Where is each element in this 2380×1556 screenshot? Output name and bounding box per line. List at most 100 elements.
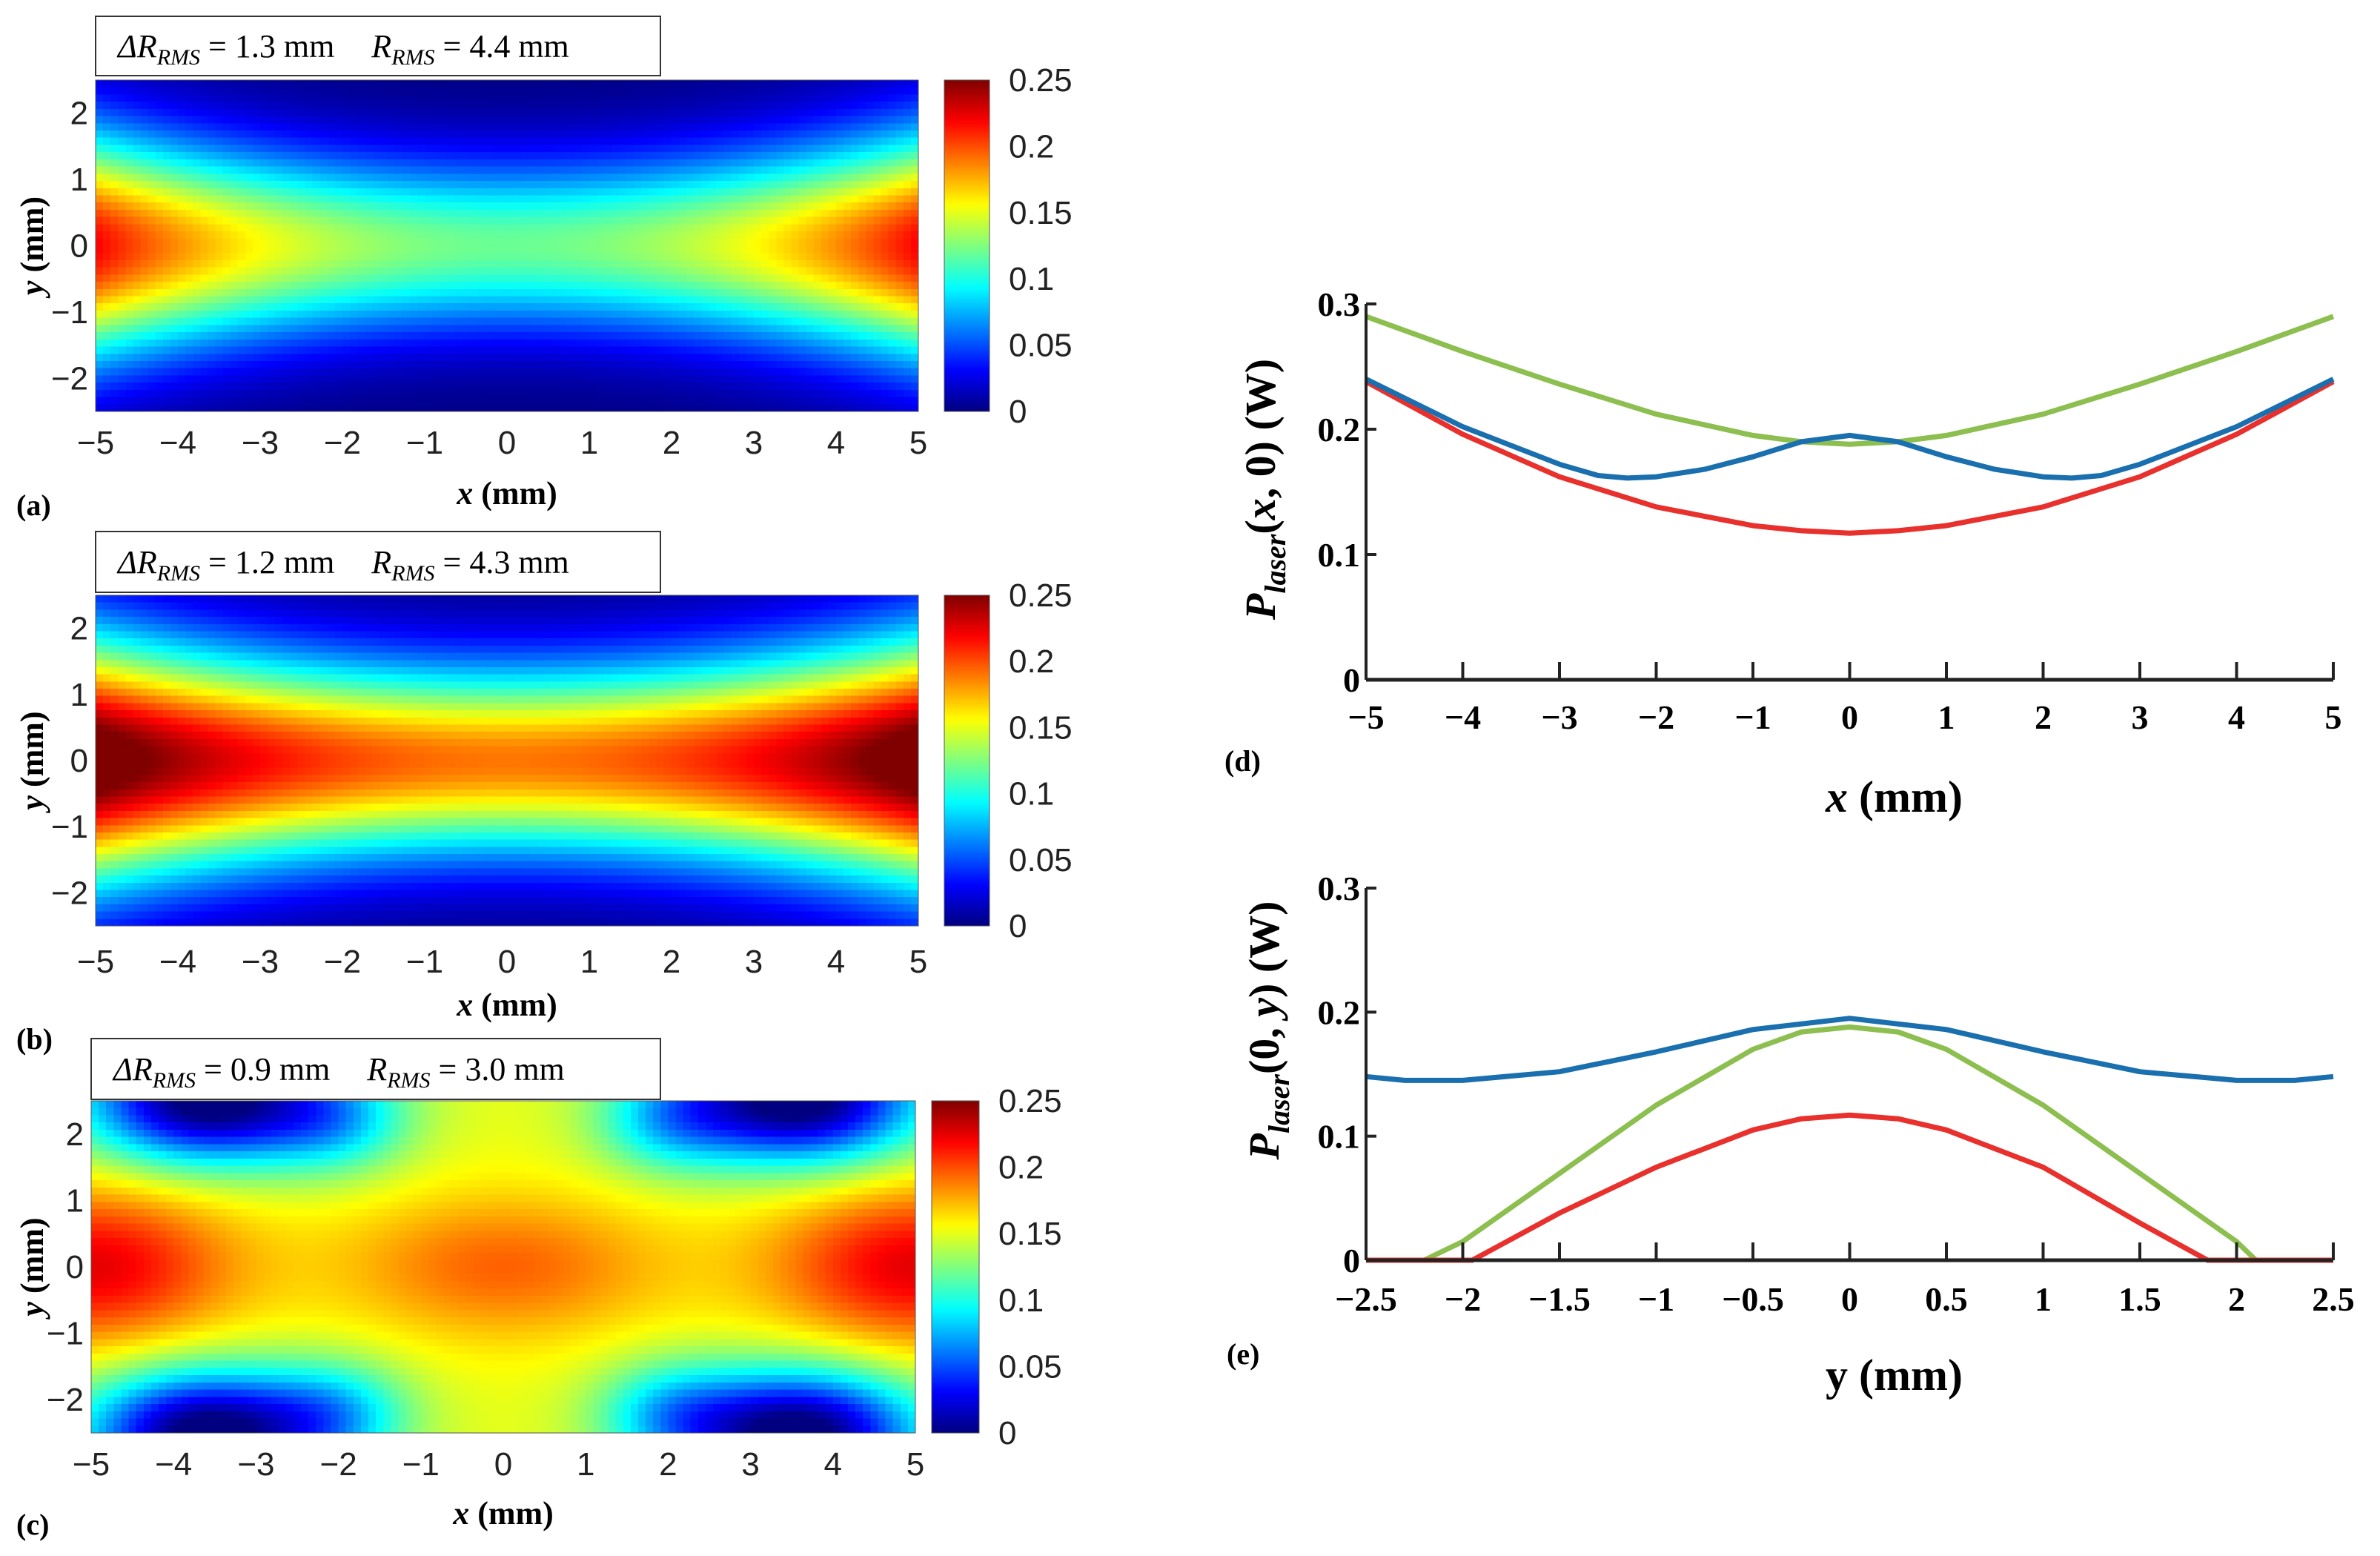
y-axis-rest: , 0) (W) [1236,359,1285,498]
x-tick-label: 2 [2035,698,2052,736]
x-tick-label: 0 [1841,1280,1858,1318]
y-axis-label: Plaser(x, 0) (W) [1236,359,1292,620]
y-tick-label: −1 [51,294,88,331]
x-tick-label: −3 [242,944,279,980]
delta-r-value: = 1.3 mm [200,28,334,64]
colorbar-frame [944,595,990,927]
y-axis-label: Plaser(0, y) (W) [1240,901,1296,1161]
x-tick-label: 0 [1841,698,1858,736]
x-tick-label: −2.5 [1335,1280,1397,1318]
x-tick-label: −4 [159,425,196,461]
x-tick-label: −1 [1734,698,1771,736]
x-tick-label: 0.5 [1925,1280,1968,1318]
x-tick-label: 2 [659,1446,677,1483]
r-value: = 3.0 mm [431,1051,565,1087]
x-tick-label: 2 [2228,1280,2245,1318]
series-line-2 [1366,1112,2333,1263]
y-axis-label: y (mm) [14,1217,50,1320]
y-axis-var: y [14,795,50,814]
x-axis-unit: (mm) [473,987,557,1023]
x-axis-unit: (mm) [1848,1351,1963,1400]
x-tick-label: −2 [1638,698,1674,736]
x-axis-var: x [1825,772,1848,821]
delta-r-subscript: RMS [152,1068,196,1093]
series-line-1 [1366,1024,2333,1263]
x-tick-label: 1 [580,425,598,461]
y-axis-var: y [14,280,50,299]
x-tick-label: 0 [498,425,516,461]
x-axis-var: x [456,475,473,512]
y-tick-label: 1 [66,1182,84,1219]
colorbar [944,80,990,411]
colorbar-tick-label: 0.15 [1009,195,1073,231]
r-subscript: RMS [391,561,434,586]
y-tick-label: 0.2 [1318,993,1361,1031]
panel-tag: (a) [16,489,51,522]
y-tick-label: 0.2 [1318,411,1361,448]
colorbar-tick-label: 0 [998,1415,1016,1451]
annotation-box [95,531,661,593]
x-tick-label: 1 [2035,1280,2052,1318]
line-plot-e: −2.5 −2 −1.5 −1 −0.5 0 0.5 1 1.5 2 2.5 0 0.1 0.2 0.3 y … [1227,870,2355,1400]
x-tick-label: 2.5 [2312,1280,2355,1318]
y-tick-label: 0 [70,743,88,779]
y-axis-unit: (mm) [14,196,50,281]
y-axis-unit: (mm) [14,711,50,795]
series-line-1 [1365,379,2335,536]
y-tick-label: −2 [47,1382,84,1418]
x-tick-label: −3 [242,425,279,461]
colorbar-tick-label: 0.25 [1009,577,1073,614]
colorbar-frame [931,1100,980,1434]
y-tick-label: 0 [1343,1242,1360,1279]
delta-r-value: = 1.2 mm [200,544,334,580]
colorbar-tick-label: 0.05 [1009,328,1073,364]
y-tick-label: 2 [70,611,88,647]
heatmap-image [96,80,918,411]
x-tick-label: 5 [909,425,927,461]
colorbar-tick-label: 0.05 [998,1348,1062,1385]
delta-r-subscript: RMS [156,45,200,70]
r-symbol: R [366,1051,387,1087]
x-axis-unit: (mm) [469,1495,554,1532]
heatmap-frame [95,79,919,412]
y-tick-label: 0.3 [1318,870,1361,907]
colorbar-tick-label: 0.1 [1009,776,1054,812]
panel-tag: (d) [1224,744,1261,778]
x-tick-label: 4 [827,944,845,980]
colorbar-tick-label: 0.2 [1009,643,1054,680]
x-tick-label: 3 [2132,698,2149,736]
y-tick-label: 0.1 [1318,536,1361,574]
heatmap-image [96,595,918,926]
delta-r-subscript: RMS [156,561,200,586]
x-tick-label: −2 [1445,1280,1481,1318]
x-axis-label: x (mm) [456,987,557,1023]
x-axis-var: y [1826,1351,1848,1400]
delta-r-symbol: ΔR [116,28,157,64]
annotation-box [90,1038,661,1100]
x-tick-label: −1 [406,425,443,461]
x-tick-label: −2 [324,425,361,461]
x-tick-label: −4 [1445,698,1481,736]
colorbar-tick-label: 0.05 [1009,842,1073,878]
r-symbol: R [371,28,391,64]
x-tick-label: 2 [663,425,680,461]
y-axis-unit: (mm) [14,1217,50,1302]
y-tick-label: 0.3 [1318,285,1361,323]
line-plot-d: −5 −4 −3 −2 −1 0 1 2 3 4 500.10.20.3x (mm)Plaser(x… [1224,285,2342,821]
y-tick-label: 1 [70,162,88,198]
x-tick-label: −1 [402,1446,440,1483]
x-tick-label: −4 [155,1446,192,1483]
y-tick-label: −2 [51,875,88,911]
x-tick-label: −5 [1348,698,1384,736]
colorbar-tick-label: 0 [1009,908,1027,944]
r-subscript: RMS [391,45,434,70]
y-axis-var: y [1240,998,1288,1022]
colorbar-tick-label: 0.15 [1009,709,1073,746]
colorbar-tick-label: 0.25 [998,1083,1062,1119]
y-axis-label: y (mm) [14,711,50,813]
x-axis-var: x [452,1495,469,1532]
x-axis-label: x (mm) [1825,772,1963,821]
panel-tag: (e) [1227,1337,1259,1371]
y-axis-var: x [1236,498,1285,520]
